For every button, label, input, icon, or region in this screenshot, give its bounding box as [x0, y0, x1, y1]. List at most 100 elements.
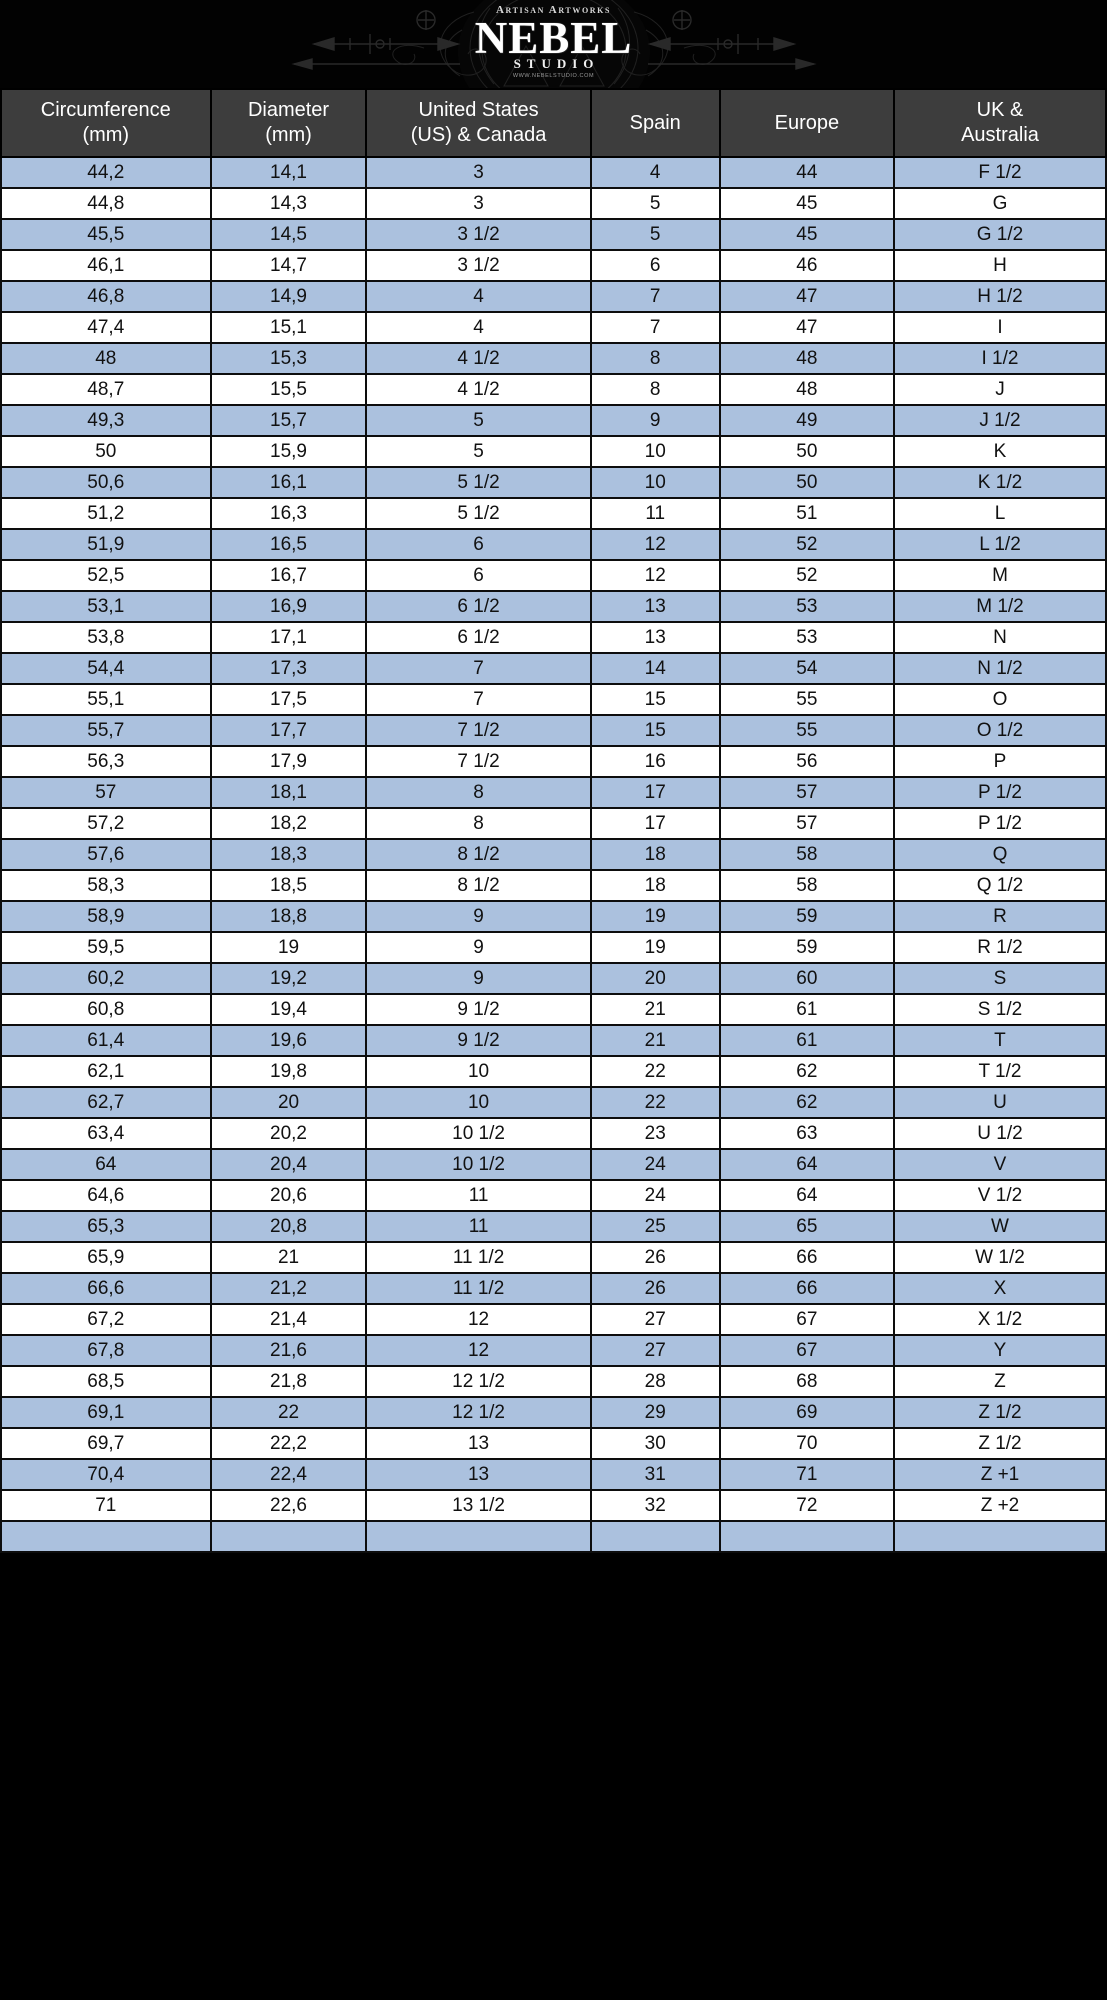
table-row[interactable]: 47,4 15,1 4 7 47 I [0, 311, 1107, 344]
table-row[interactable]: 60,8 19,4 9 1/2 21 61 S 1/2 [0, 993, 1107, 1026]
table-cell: 54 [718, 652, 895, 685]
table-row[interactable]: 64 20,4 10 1/2 24 64 V [0, 1148, 1107, 1181]
table-cell: H 1/2 [892, 280, 1107, 313]
table-row[interactable]: 60,2 19,2 9 20 60 S [0, 962, 1107, 995]
table-cell: 61 [718, 1024, 895, 1057]
table-cell: 64 [718, 1148, 895, 1181]
table-cell: 18 [589, 838, 721, 871]
table-row[interactable]: 62,7 20 10 22 62 U [0, 1086, 1107, 1119]
table-cell [892, 1520, 1107, 1553]
table-row[interactable]: 65,3 20,8 11 25 65 W [0, 1210, 1107, 1243]
table-cell: 10 [589, 435, 721, 468]
table-row[interactable]: 45,5 14,5 3 1/2 5 45 G 1/2 [0, 218, 1107, 251]
column-header-5[interactable]: UK & Australia [892, 88, 1107, 158]
table-row[interactable]: 57,6 18,3 8 1/2 18 58 Q [0, 838, 1107, 871]
table-cell: 20,8 [209, 1210, 368, 1243]
table-cell: 11 1/2 [365, 1241, 592, 1274]
table-row[interactable]: 58,3 18,5 8 1/2 18 58 Q 1/2 [0, 869, 1107, 902]
table-row[interactable]: 56,3 17,9 7 1/2 16 56 P [0, 745, 1107, 778]
table-cell: J [892, 373, 1107, 406]
column-header-2[interactable]: United States (US) & Canada [365, 88, 592, 158]
table-cell: 50 [0, 435, 212, 468]
table-row[interactable]: 61,4 19,6 9 1/2 21 61 T [0, 1024, 1107, 1057]
table-cell: 15,9 [209, 435, 368, 468]
logo-sub-name: STUDIO [513, 56, 600, 71]
table-row[interactable]: 58,9 18,8 9 19 59 R [0, 900, 1107, 933]
table-cell: 5 [365, 435, 592, 468]
table-cell: O 1/2 [892, 714, 1107, 747]
table-cell: Q 1/2 [892, 869, 1107, 902]
table-cell: 57,2 [0, 807, 212, 840]
table-row[interactable]: 51,9 16,5 6 12 52 L 1/2 [0, 528, 1107, 561]
table-cell: 67 [718, 1303, 895, 1336]
table-row[interactable]: 48,7 15,5 4 1/2 8 48 J [0, 373, 1107, 406]
table-cell: 19 [589, 900, 721, 933]
table-row[interactable]: 53,1 16,9 6 1/2 13 53 M 1/2 [0, 590, 1107, 623]
table-cell: 21 [589, 993, 721, 1026]
table-row[interactable]: 44,8 14,3 3 5 45 G [0, 187, 1107, 220]
column-header-4[interactable]: Europe [718, 88, 895, 158]
table-row[interactable]: 52,5 16,7 6 12 52 M [0, 559, 1107, 592]
table-row[interactable]: 63,4 20,2 10 1/2 23 63 U 1/2 [0, 1117, 1107, 1150]
column-header-line1: Circumference [40, 99, 171, 121]
table-cell: 22 [209, 1396, 368, 1429]
table-cell: 18,1 [209, 776, 368, 809]
table-row[interactable]: 53,8 17,1 6 1/2 13 53 N [0, 621, 1107, 654]
table-cell: 69,1 [0, 1396, 212, 1429]
table-row[interactable]: 68,5 21,8 12 1/2 28 68 Z [0, 1365, 1107, 1398]
table-row[interactable]: 64,6 20,6 11 24 64 V 1/2 [0, 1179, 1107, 1212]
table-cell: 7 1/2 [365, 745, 592, 778]
table-row[interactable]: 67,2 21,4 12 27 67 X 1/2 [0, 1303, 1107, 1336]
table-cell: Z +2 [892, 1489, 1107, 1522]
table-cell: 13 1/2 [365, 1489, 592, 1522]
table-cell: X [892, 1272, 1107, 1305]
table-cell: 56,3 [0, 745, 212, 778]
table-cell: 58 [718, 838, 895, 871]
table-row[interactable]: 59,5 19 9 19 59 R 1/2 [0, 931, 1107, 964]
table-cell: 63,4 [0, 1117, 212, 1150]
table-cell: K [892, 435, 1107, 468]
column-header-1[interactable]: Diameter (mm) [209, 88, 368, 158]
table-cell: T 1/2 [892, 1055, 1107, 1088]
column-header-line2: (mm) [82, 124, 130, 146]
table-row[interactable]: 67,8 21,6 12 27 67 Y [0, 1334, 1107, 1367]
table-cell: 22,2 [209, 1427, 368, 1460]
table-row[interactable]: 71 22,6 13 1/2 32 72 Z +2 [0, 1489, 1107, 1522]
table-cell: 52,5 [0, 559, 212, 592]
table-row[interactable]: 50 15,9 5 10 50 K [0, 435, 1107, 468]
table-cell: 20 [589, 962, 721, 995]
table-row[interactable]: 55,1 17,5 7 15 55 O [0, 683, 1107, 716]
table-row[interactable]: 62,1 19,8 10 22 62 T 1/2 [0, 1055, 1107, 1088]
table-cell: 4 [365, 311, 592, 344]
table-row[interactable]: 54,4 17,3 7 14 54 N 1/2 [0, 652, 1107, 685]
column-header-3[interactable]: Spain [589, 88, 721, 158]
table-row[interactable]: 69,7 22,2 13 30 70 Z 1/2 [0, 1427, 1107, 1460]
table-cell: 5 [365, 404, 592, 437]
column-header-line2: (US) & Canada [410, 124, 547, 146]
table-row-empty[interactable] [0, 1520, 1107, 1553]
column-header-0[interactable]: Circumference (mm) [0, 88, 212, 158]
table-row[interactable]: 69,1 22 12 1/2 29 69 Z 1/2 [0, 1396, 1107, 1429]
table-cell [0, 1520, 212, 1553]
table-cell: 17,3 [209, 652, 368, 685]
table-body: 44,2 14,1 3 4 44 F 1/2 44,8 14,3 3 5 45 G 45,5 14,5 3 … [0, 156, 1107, 1553]
table-row[interactable]: 50,6 16,1 5 1/2 10 50 K 1/2 [0, 466, 1107, 499]
table-row[interactable]: 55,7 17,7 7 1/2 15 55 O 1/2 [0, 714, 1107, 747]
table-row[interactable]: 66,6 21,2 11 1/2 26 66 X [0, 1272, 1107, 1305]
table-row[interactable]: 57,2 18,2 8 17 57 P 1/2 [0, 807, 1107, 840]
table-row[interactable]: 70,4 22,4 13 31 71 Z +1 [0, 1458, 1107, 1491]
table-row[interactable]: 49,3 15,7 5 9 49 J 1/2 [0, 404, 1107, 437]
table-cell: 62,1 [0, 1055, 212, 1088]
table-cell: 10 [365, 1055, 592, 1088]
table-cell: 46,1 [0, 249, 212, 282]
table-cell: 19,4 [209, 993, 368, 1026]
table-cell: 6 1/2 [365, 590, 592, 623]
table-row[interactable]: 46,1 14,7 3 1/2 6 46 H [0, 249, 1107, 282]
table-row[interactable]: 44,2 14,1 3 4 44 F 1/2 [0, 156, 1107, 189]
table-row[interactable]: 46,8 14,9 4 7 47 H 1/2 [0, 280, 1107, 313]
table-row[interactable]: 51,2 16,3 5 1/2 11 51 L [0, 497, 1107, 530]
table-cell: 22,4 [209, 1458, 368, 1491]
table-row[interactable]: 57 18,1 8 17 57 P 1/2 [0, 776, 1107, 809]
table-row[interactable]: 65,9 21 11 1/2 26 66 W 1/2 [0, 1241, 1107, 1274]
table-row[interactable]: 48 15,3 4 1/2 8 48 I 1/2 [0, 342, 1107, 375]
